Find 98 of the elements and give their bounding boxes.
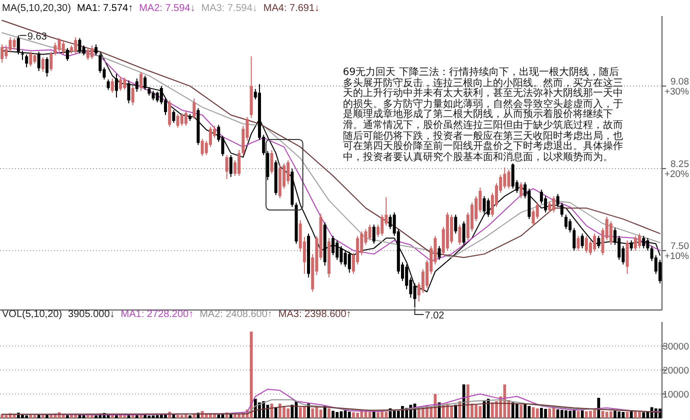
bar [544, 408, 547, 418]
bar [25, 415, 28, 418]
y-tick-label: 7.50 [670, 241, 689, 252]
bar [332, 410, 334, 418]
y2-tick-label: +10% [664, 251, 690, 262]
bar [123, 415, 126, 418]
y-tick-label: 30000 [662, 342, 689, 352]
bar [368, 412, 372, 418]
bar [536, 408, 539, 418]
bar [266, 404, 270, 418]
bar [336, 412, 339, 418]
bar [274, 407, 278, 418]
bar [474, 404, 478, 418]
bar [323, 406, 326, 418]
bar [156, 415, 159, 418]
bar [33, 415, 36, 418]
bar [303, 406, 306, 418]
text: MA2: 2408.600↑ [200, 309, 272, 320]
bar [605, 412, 608, 418]
y-tick-label: 8.25 [670, 159, 689, 170]
text: 3905.000↓ [68, 309, 115, 320]
text: 7.02 [424, 310, 445, 322]
bar [511, 402, 514, 418]
bar [328, 408, 330, 418]
bar [384, 412, 388, 418]
bar [286, 408, 290, 418]
text: 69无力回天 下降三法：行情持续向下，出现一根大阴线，随后多头展开防守反击，连拉三根向上的小阳线。然而，买方在这三天的上升行动中并未有太大获利，甚至无法弥补大阴线那一天中的损失。多方防守力量如此薄弱，自然会导致空头趁虚而入，于是顺理成章地形成了第二根大阴线，从而预示着股价将继续下滑。通常情况下，股价虽然连拉三阳但由于缺少筑底过程，故而随后可能仍将下跌，投资者一般应在第三天收阳时考虑出局，也可在第四天股价降至前一阳线开盘价之下时考虑退出。具体操作中，投资者要认真研究个股基本面和消息面，以求顺势而为。 [342, 67, 623, 163]
bar [520, 404, 522, 418]
bar [372, 411, 376, 418]
y-tick-label: 9.08 [670, 76, 689, 88]
bar [548, 408, 552, 418]
bar [209, 414, 212, 418]
bar [597, 398, 600, 418]
bar [180, 415, 184, 418]
bar [454, 404, 458, 418]
bar [516, 404, 518, 418]
bar [144, 414, 146, 418]
bar [524, 404, 527, 418]
bar [540, 408, 543, 418]
bar [642, 412, 646, 418]
bar [503, 384, 506, 418]
bar [589, 410, 592, 418]
bar [94, 415, 98, 418]
bar [490, 402, 494, 418]
bar [356, 412, 359, 418]
bar [290, 404, 294, 418]
bar [380, 410, 384, 418]
bar [4, 415, 8, 418]
bar [478, 406, 482, 418]
bar [593, 410, 596, 418]
bar [278, 404, 282, 418]
y2-tick-label: +20% [664, 168, 690, 180]
line-series [2, 402, 660, 415]
y-tick-label: 10000 [662, 390, 689, 400]
bar [564, 410, 568, 418]
bar [298, 407, 302, 418]
bar [41, 414, 44, 418]
annotation: 9.63 [27, 31, 48, 42]
bar [82, 415, 86, 418]
bar [0, 414, 4, 418]
bar [630, 411, 633, 418]
legend-title: VOL(5,10,20) [2, 309, 62, 320]
bar [392, 410, 396, 418]
bar [66, 415, 69, 418]
bar [376, 412, 380, 418]
y-tick-label: 20000 [662, 366, 689, 376]
bar [21, 414, 24, 418]
text: MA1: 7.574↑ [76, 3, 134, 14]
bar [560, 410, 564, 418]
bar [568, 410, 572, 418]
text: MA3: 2398.600↑ [278, 309, 352, 320]
bar [217, 414, 220, 418]
text: MA3: 7.594↓ [201, 3, 258, 14]
bar [634, 410, 637, 418]
bar [172, 414, 176, 418]
bar [311, 408, 314, 418]
text: MA4: 7.691↓ [263, 3, 320, 14]
bar [282, 406, 286, 418]
bar [466, 384, 470, 418]
bar [188, 415, 192, 418]
text: MA1: 2728.200↑ [120, 309, 194, 320]
bar [609, 411, 612, 418]
bar [135, 415, 138, 418]
text: MA2: 7.594↓ [139, 3, 196, 14]
bar [450, 406, 453, 418]
bar [638, 412, 641, 418]
bar [618, 412, 621, 418]
bar [401, 406, 404, 418]
bar [352, 412, 355, 418]
bar [234, 414, 236, 418]
bar [360, 410, 364, 418]
y2-tick-label: +30% [664, 86, 690, 98]
bar [348, 412, 351, 418]
bar [184, 414, 188, 418]
legend-title: MA(5,10,20,30) [2, 3, 71, 14]
bar [614, 410, 616, 418]
bar [622, 412, 625, 418]
bar [584, 411, 588, 418]
